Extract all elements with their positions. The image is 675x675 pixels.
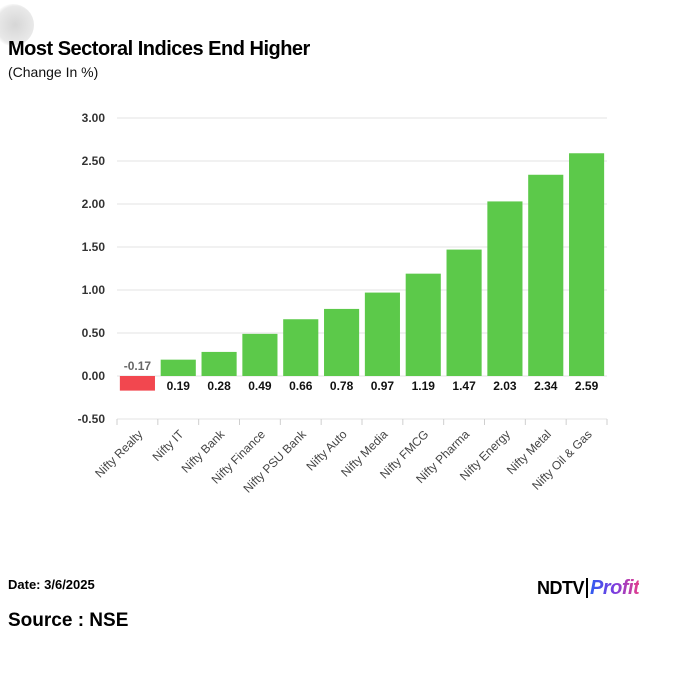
- bar-nifty-it: [160, 359, 196, 376]
- logo-profit-text: Profit: [590, 576, 640, 599]
- x-category-label: Nifty Realty: [92, 427, 145, 480]
- grid-layer: [116, 117, 608, 425]
- y-tick-label: 1.00: [82, 283, 106, 297]
- data-label: 0.78: [330, 379, 354, 393]
- logo-divider: [586, 578, 588, 598]
- y-tick-label: -0.50: [78, 412, 106, 426]
- data-label: -0.17: [124, 359, 152, 373]
- logo-ndtv-text: NDTV: [537, 577, 585, 598]
- x-category-label: Nifty IT: [150, 427, 187, 464]
- source-label: Source : NSE: [8, 610, 129, 631]
- corner-decoration: [0, 4, 34, 46]
- bar-nifty-oil-gas: [569, 153, 605, 376]
- bar-nifty-energy: [487, 201, 523, 376]
- data-label: 2.34: [534, 379, 558, 393]
- date-label: Date: 3/6/2025: [8, 577, 95, 592]
- data-label: 0.66: [289, 379, 313, 393]
- ndtv-profit-logo: NDTV Profit: [537, 575, 640, 601]
- chart-subtitle: (Change In %): [8, 64, 99, 80]
- bar-nifty-psu-bank: [283, 319, 319, 376]
- data-label: 0.28: [207, 379, 231, 393]
- bar-nifty-finance: [242, 333, 278, 376]
- y-tick-label: 2.00: [82, 197, 106, 211]
- data-label: 2.03: [493, 379, 517, 393]
- y-tick-label: 1.50: [82, 240, 106, 254]
- y-tick-label: 3.00: [82, 111, 106, 125]
- data-label: 0.97: [371, 379, 395, 393]
- y-tick-label: 2.50: [82, 154, 106, 168]
- y-tick-label: 0.00: [82, 369, 106, 383]
- data-label: 1.47: [452, 379, 476, 393]
- bar-nifty-realty: [119, 376, 155, 391]
- bar-nifty-pharma: [446, 249, 482, 376]
- data-label: 0.19: [167, 379, 191, 393]
- data-label: 1.19: [412, 379, 436, 393]
- y-tick-label: 0.50: [82, 326, 106, 340]
- bar-chart: 3.00 2.50 2.00 1.50 1.00 0.50 0.00 -0.50 -0.17 Ni…: [78, 111, 608, 496]
- bar-nifty-media: [364, 292, 400, 376]
- data-label: 0.49: [248, 379, 272, 393]
- bar-nifty-metal: [528, 174, 564, 376]
- chart-title: Most Sectoral Indices End Higher: [8, 38, 310, 60]
- bar-nifty-auto: [324, 308, 360, 376]
- bar-nifty-bank: [201, 351, 237, 376]
- bar-layer: [119, 153, 605, 391]
- bar-nifty-fmcg: [405, 273, 441, 376]
- data-label: 2.59: [575, 379, 599, 393]
